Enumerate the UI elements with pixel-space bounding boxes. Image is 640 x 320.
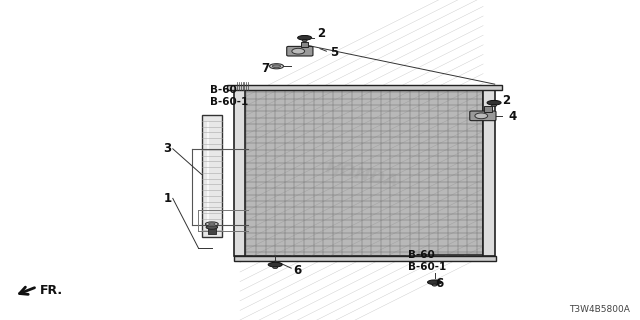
Text: B-60
B-60-1: B-60 B-60-1 bbox=[408, 250, 447, 272]
Ellipse shape bbox=[268, 262, 282, 267]
Text: HONDA: HONDA bbox=[323, 158, 400, 191]
Text: 5: 5 bbox=[330, 46, 338, 59]
Text: 1: 1 bbox=[163, 192, 172, 205]
Ellipse shape bbox=[302, 40, 307, 42]
Text: FR.: FR. bbox=[40, 284, 63, 297]
Bar bbox=[202, 115, 222, 237]
Bar bbox=[484, 106, 492, 112]
Ellipse shape bbox=[428, 280, 442, 284]
Text: 2: 2 bbox=[317, 27, 325, 40]
Bar bbox=[227, 85, 502, 90]
Bar bbox=[301, 42, 308, 47]
Bar bbox=[208, 227, 216, 234]
Ellipse shape bbox=[432, 284, 437, 286]
Text: 7: 7 bbox=[261, 62, 269, 75]
Ellipse shape bbox=[273, 65, 281, 68]
Text: 4: 4 bbox=[509, 110, 517, 123]
FancyBboxPatch shape bbox=[470, 111, 496, 121]
Text: 2: 2 bbox=[502, 94, 511, 107]
Text: T3W4B5800A: T3W4B5800A bbox=[570, 305, 630, 314]
Text: B-60
B-60-1: B-60 B-60-1 bbox=[210, 85, 248, 107]
Ellipse shape bbox=[487, 100, 501, 105]
Ellipse shape bbox=[492, 104, 497, 107]
Bar bbox=[483, 90, 495, 256]
Text: 3: 3 bbox=[163, 142, 172, 155]
Bar bbox=[234, 256, 496, 261]
Ellipse shape bbox=[206, 225, 218, 229]
Text: 6: 6 bbox=[293, 264, 301, 277]
Ellipse shape bbox=[273, 266, 278, 268]
Ellipse shape bbox=[209, 223, 215, 225]
Ellipse shape bbox=[475, 113, 488, 119]
Text: 6: 6 bbox=[435, 277, 444, 290]
Bar bbox=[240, 90, 483, 256]
FancyBboxPatch shape bbox=[287, 46, 313, 56]
Ellipse shape bbox=[205, 222, 218, 226]
Ellipse shape bbox=[292, 48, 305, 54]
Ellipse shape bbox=[269, 64, 284, 69]
Bar bbox=[234, 90, 245, 256]
Ellipse shape bbox=[298, 36, 312, 40]
